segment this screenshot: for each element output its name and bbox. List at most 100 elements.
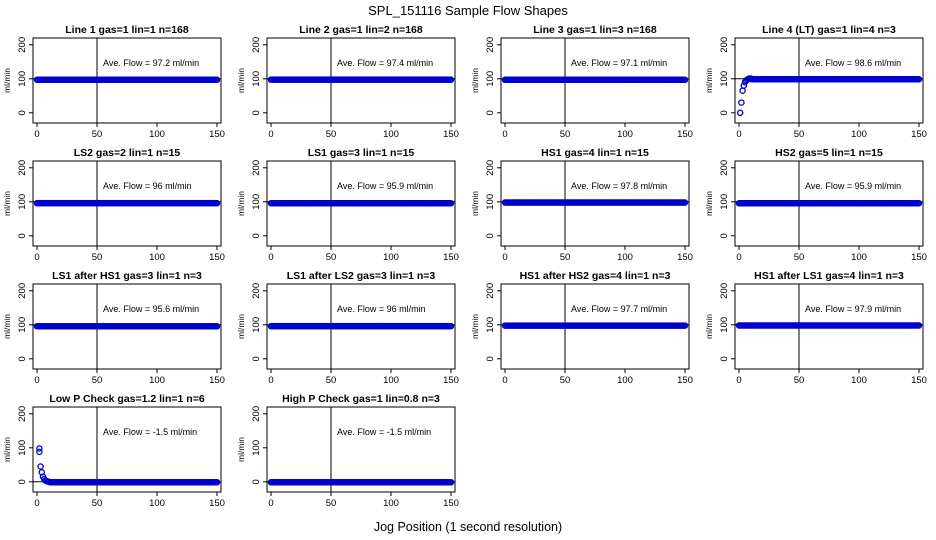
panel-8: HS2 gas=5 lin=1 n=15 0 100 200 0 50 100 150 ml/m… — [704, 147, 927, 263]
x-tick-label: 0 — [268, 498, 273, 509]
y-tick-label: 200 — [17, 406, 28, 422]
y-tick-label: 0 — [17, 110, 28, 115]
panel-title: LS1 after HS1 gas=3 lin=1 n=3 — [52, 270, 202, 282]
y-tick-label: 200 — [251, 283, 262, 299]
panel-9: LS1 after HS1 gas=3 lin=1 n=3 0 100 200 0 50 1… — [2, 270, 225, 386]
y-tick-label: 200 — [17, 283, 28, 299]
x-tick-label: 150 — [443, 252, 459, 263]
x-tick-label: 100 — [149, 129, 165, 140]
panel-5: LS2 gas=2 lin=1 n=15 0 100 200 0 50 100 150 ml/m… — [2, 147, 225, 263]
x-tick-label: 150 — [677, 252, 693, 263]
y-tick-label: 200 — [485, 37, 496, 53]
average-flow-annotation: Ave. Flow = 96 ml/min — [103, 181, 192, 191]
y-axis-label: ml/min — [2, 191, 12, 216]
x-tick-label: 100 — [149, 252, 165, 263]
x-tick-label: 100 — [383, 498, 399, 509]
panel-title: LS2 gas=2 lin=1 n=15 — [74, 147, 181, 159]
x-tick-label: 50 — [560, 129, 571, 140]
data-point — [681, 199, 689, 206]
y-tick-label: 100 — [17, 71, 28, 87]
x-tick-label: 50 — [92, 252, 103, 263]
data-point — [739, 87, 746, 94]
panel-7: HS1 gas=4 lin=1 n=15 0 100 200 0 50 100 150 ml/m… — [470, 147, 693, 263]
y-axis-label: ml/min — [2, 437, 12, 462]
y-tick-label: 0 — [251, 110, 262, 115]
y-tick-label: 100 — [17, 440, 28, 456]
y-tick-label: 100 — [251, 71, 262, 87]
y-axis-label: ml/min — [236, 191, 246, 216]
panel-title: HS2 gas=5 lin=1 n=15 — [775, 147, 883, 159]
y-tick-label: 200 — [485, 283, 496, 299]
plot-frame — [734, 37, 924, 124]
x-tick-label: 50 — [794, 375, 805, 386]
y-tick-label: 100 — [485, 71, 496, 87]
x-tick-label: 50 — [326, 498, 337, 509]
panel-6: LS1 gas=3 lin=1 n=15 0 100 200 0 50 100 150 ml/m… — [236, 147, 459, 263]
x-tick-label: 50 — [560, 252, 571, 263]
average-flow-annotation: Ave. Flow = 97.8 ml/min — [571, 181, 667, 191]
panel-11: HS1 after HS2 gas=4 lin=1 n=3 0 100 200 0 50 1… — [470, 270, 693, 386]
x-tick-label: 150 — [911, 129, 927, 140]
plot-frame — [32, 406, 222, 493]
average-flow-annotation: Ave. Flow = 95.9 ml/min — [337, 181, 433, 191]
y-tick-label: 100 — [719, 71, 730, 87]
y-tick-label: 200 — [719, 37, 730, 53]
y-tick-label: 200 — [251, 37, 262, 53]
panels-group: Line 1 gas=1 lin=1 n=168 0 100 200 0 50 100 150… — [2, 24, 927, 509]
x-tick-label: 50 — [326, 129, 337, 140]
plot-frame — [32, 283, 222, 370]
panel-4: Line 4 (LT) gas=1 lin=4 n=3 0 100 200 0 50 100… — [704, 24, 927, 140]
average-flow-annotation: Ave. Flow = 97.1 ml/min — [571, 58, 667, 68]
plot-frame — [500, 283, 690, 370]
x-tick-label: 150 — [677, 129, 693, 140]
panel-title: HS1 gas=4 lin=1 n=15 — [541, 147, 649, 159]
panel-13: Low P Check gas=1.2 lin=1 n=6 0 100 200 0 50 1… — [2, 393, 225, 509]
y-tick-label: 200 — [719, 160, 730, 176]
data-point — [36, 445, 43, 452]
y-tick-label: 0 — [17, 233, 28, 238]
average-flow-annotation: Ave. Flow = 97.9 ml/min — [805, 304, 901, 314]
plot-frame — [500, 37, 690, 124]
x-tick-label: 0 — [34, 375, 39, 386]
data-point — [738, 99, 745, 106]
panel-title: High P Check gas=1 lin=0.8 n=3 — [282, 393, 440, 405]
panel-10: LS1 after LS2 gas=3 lin=1 n=3 0 100 200 0 50 1… — [236, 270, 459, 386]
y-tick-label: 200 — [251, 160, 262, 176]
average-flow-annotation: Ave. Flow = 98.6 ml/min — [805, 58, 901, 68]
y-tick-label: 100 — [17, 317, 28, 333]
x-tick-label: 50 — [92, 129, 103, 140]
x-tick-label: 150 — [911, 252, 927, 263]
average-flow-annotation: Ave. Flow = 95.9 ml/min — [805, 181, 901, 191]
data-point — [36, 448, 43, 456]
y-tick-label: 100 — [485, 194, 496, 210]
plot-frame — [266, 37, 456, 124]
data-point — [740, 82, 748, 89]
data-point — [447, 76, 455, 83]
data-point — [447, 479, 455, 486]
average-flow-annotation: Ave. Flow = -1.5 ml/min — [103, 427, 197, 437]
x-tick-label: 100 — [851, 252, 867, 263]
plot-frame — [266, 283, 456, 370]
x-tick-label: 0 — [268, 375, 273, 386]
x-tick-label: 150 — [209, 498, 225, 509]
average-flow-annotation: Ave. Flow = 97.2 ml/min — [103, 58, 199, 68]
y-tick-label: 0 — [719, 110, 730, 115]
x-tick-label: 150 — [209, 252, 225, 263]
panel-3: Line 3 gas=1 lin=3 n=168 0 100 200 0 50 100 150… — [470, 24, 693, 140]
panel-title: LS1 gas=3 lin=1 n=15 — [308, 147, 415, 159]
data-point — [447, 322, 455, 330]
panel-14: High P Check gas=1 lin=0.8 n=3 0 100 200 0 50… — [236, 393, 459, 509]
y-tick-label: 0 — [17, 356, 28, 361]
panel-title: LS1 after LS2 gas=3 lin=1 n=3 — [287, 270, 436, 282]
x-tick-label: 0 — [502, 252, 507, 263]
y-axis-label: ml/min — [2, 314, 12, 339]
y-tick-label: 100 — [719, 194, 730, 210]
data-point — [681, 322, 689, 329]
x-tick-label: 50 — [326, 252, 337, 263]
x-tick-label: 100 — [617, 375, 633, 386]
data-point — [213, 76, 221, 84]
y-tick-label: 0 — [485, 356, 496, 361]
x-tick-label: 50 — [794, 252, 805, 263]
y-tick-label: 0 — [719, 356, 730, 361]
